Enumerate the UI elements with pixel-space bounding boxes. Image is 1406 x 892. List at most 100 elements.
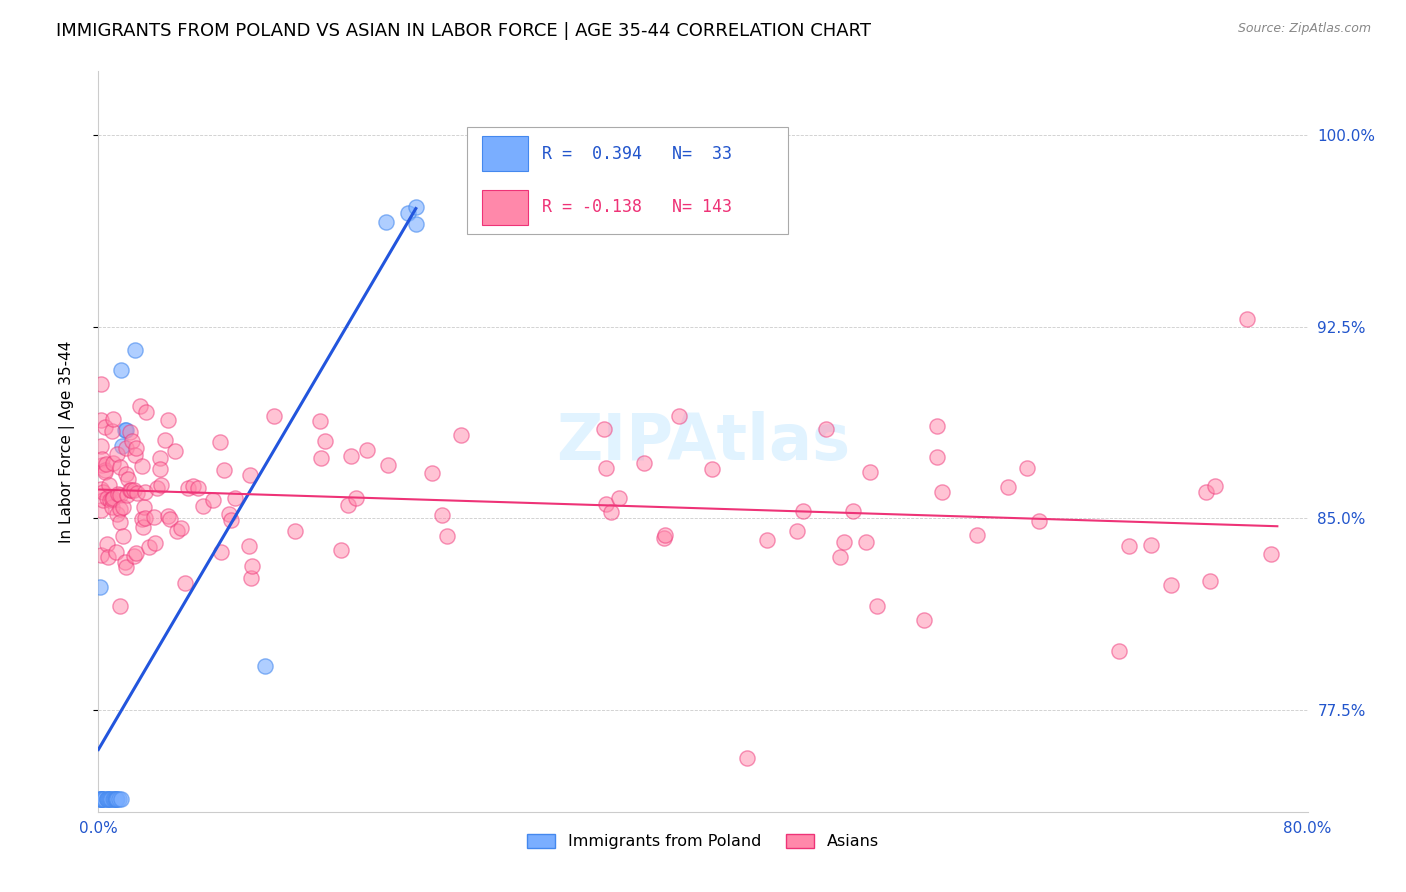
Point bbox=[832, 535, 855, 549]
Point bbox=[157, 508, 180, 523]
Point bbox=[157, 413, 180, 427]
Point bbox=[181, 479, 204, 493]
Point bbox=[159, 512, 181, 526]
Point bbox=[96, 792, 118, 806]
Point bbox=[420, 466, 443, 480]
Point bbox=[132, 520, 155, 534]
Point bbox=[101, 492, 124, 507]
Point bbox=[450, 428, 472, 442]
Point bbox=[176, 481, 198, 495]
Point bbox=[129, 399, 152, 413]
Point bbox=[90, 439, 112, 453]
Point bbox=[111, 500, 134, 514]
Point bbox=[115, 488, 138, 502]
Point bbox=[201, 492, 224, 507]
Point bbox=[120, 483, 142, 497]
Point bbox=[110, 460, 132, 475]
Point bbox=[912, 613, 935, 627]
Point bbox=[755, 533, 778, 547]
Point bbox=[336, 498, 359, 512]
Point bbox=[163, 444, 186, 458]
Point bbox=[127, 486, 149, 500]
Point bbox=[405, 200, 427, 214]
Point bbox=[93, 792, 115, 806]
Bar bbox=[482, 190, 527, 225]
Point bbox=[253, 659, 276, 673]
Point bbox=[430, 508, 453, 522]
Point bbox=[98, 492, 121, 507]
Point bbox=[997, 480, 1019, 494]
Point bbox=[98, 477, 121, 491]
Point bbox=[330, 543, 353, 558]
Point bbox=[104, 545, 127, 559]
Point bbox=[105, 792, 128, 806]
Point bbox=[118, 483, 141, 498]
Point bbox=[966, 527, 988, 541]
Point bbox=[700, 461, 723, 475]
Point bbox=[124, 343, 146, 357]
Point bbox=[1160, 578, 1182, 592]
Point bbox=[114, 556, 136, 570]
Point bbox=[90, 549, 112, 563]
Point bbox=[131, 459, 153, 474]
Point bbox=[90, 792, 112, 806]
Point bbox=[110, 363, 132, 377]
Point bbox=[859, 465, 882, 479]
Point bbox=[89, 792, 111, 806]
Point bbox=[239, 571, 262, 585]
Point bbox=[132, 500, 155, 514]
Point bbox=[828, 549, 851, 564]
Point bbox=[111, 439, 134, 453]
Legend: Immigrants from Poland, Asians: Immigrants from Poland, Asians bbox=[520, 827, 886, 855]
Point bbox=[149, 462, 172, 476]
Point bbox=[218, 508, 240, 522]
Point bbox=[1139, 538, 1161, 552]
Point bbox=[98, 792, 121, 806]
Point bbox=[124, 546, 146, 560]
Text: R =  0.394   N=  33: R = 0.394 N= 33 bbox=[543, 145, 733, 162]
Point bbox=[96, 792, 118, 806]
Point bbox=[114, 559, 136, 574]
Point bbox=[121, 434, 143, 449]
Point bbox=[90, 377, 112, 392]
Point bbox=[94, 466, 117, 480]
Point bbox=[111, 529, 134, 543]
Point bbox=[94, 457, 117, 471]
Point bbox=[1118, 539, 1140, 553]
Point bbox=[1236, 312, 1258, 326]
Point bbox=[815, 422, 838, 436]
Point bbox=[374, 215, 396, 229]
Point bbox=[90, 458, 112, 473]
Point bbox=[114, 441, 136, 455]
Point bbox=[284, 524, 307, 538]
Point bbox=[146, 481, 169, 495]
Point bbox=[100, 500, 122, 514]
Point bbox=[344, 491, 367, 505]
Point bbox=[89, 792, 111, 806]
Point bbox=[104, 792, 127, 806]
Point bbox=[105, 792, 128, 806]
Point bbox=[842, 504, 865, 518]
Point bbox=[1015, 461, 1038, 475]
Point bbox=[135, 405, 157, 419]
Point bbox=[108, 488, 131, 502]
Point bbox=[314, 434, 336, 448]
Point bbox=[97, 549, 120, 564]
Point bbox=[595, 460, 617, 475]
Point bbox=[93, 484, 115, 499]
Point bbox=[1199, 574, 1222, 589]
Point bbox=[654, 528, 676, 542]
Point bbox=[122, 549, 145, 564]
Point bbox=[595, 497, 617, 511]
Point bbox=[786, 524, 808, 538]
Point bbox=[149, 478, 172, 492]
Text: Source: ZipAtlas.com: Source: ZipAtlas.com bbox=[1237, 22, 1371, 36]
Point bbox=[101, 412, 124, 426]
Point bbox=[377, 458, 399, 473]
Point bbox=[90, 412, 112, 426]
Point bbox=[110, 515, 132, 529]
Point bbox=[209, 545, 232, 559]
Point bbox=[599, 505, 621, 519]
Point bbox=[90, 502, 112, 516]
Point bbox=[93, 419, 115, 434]
